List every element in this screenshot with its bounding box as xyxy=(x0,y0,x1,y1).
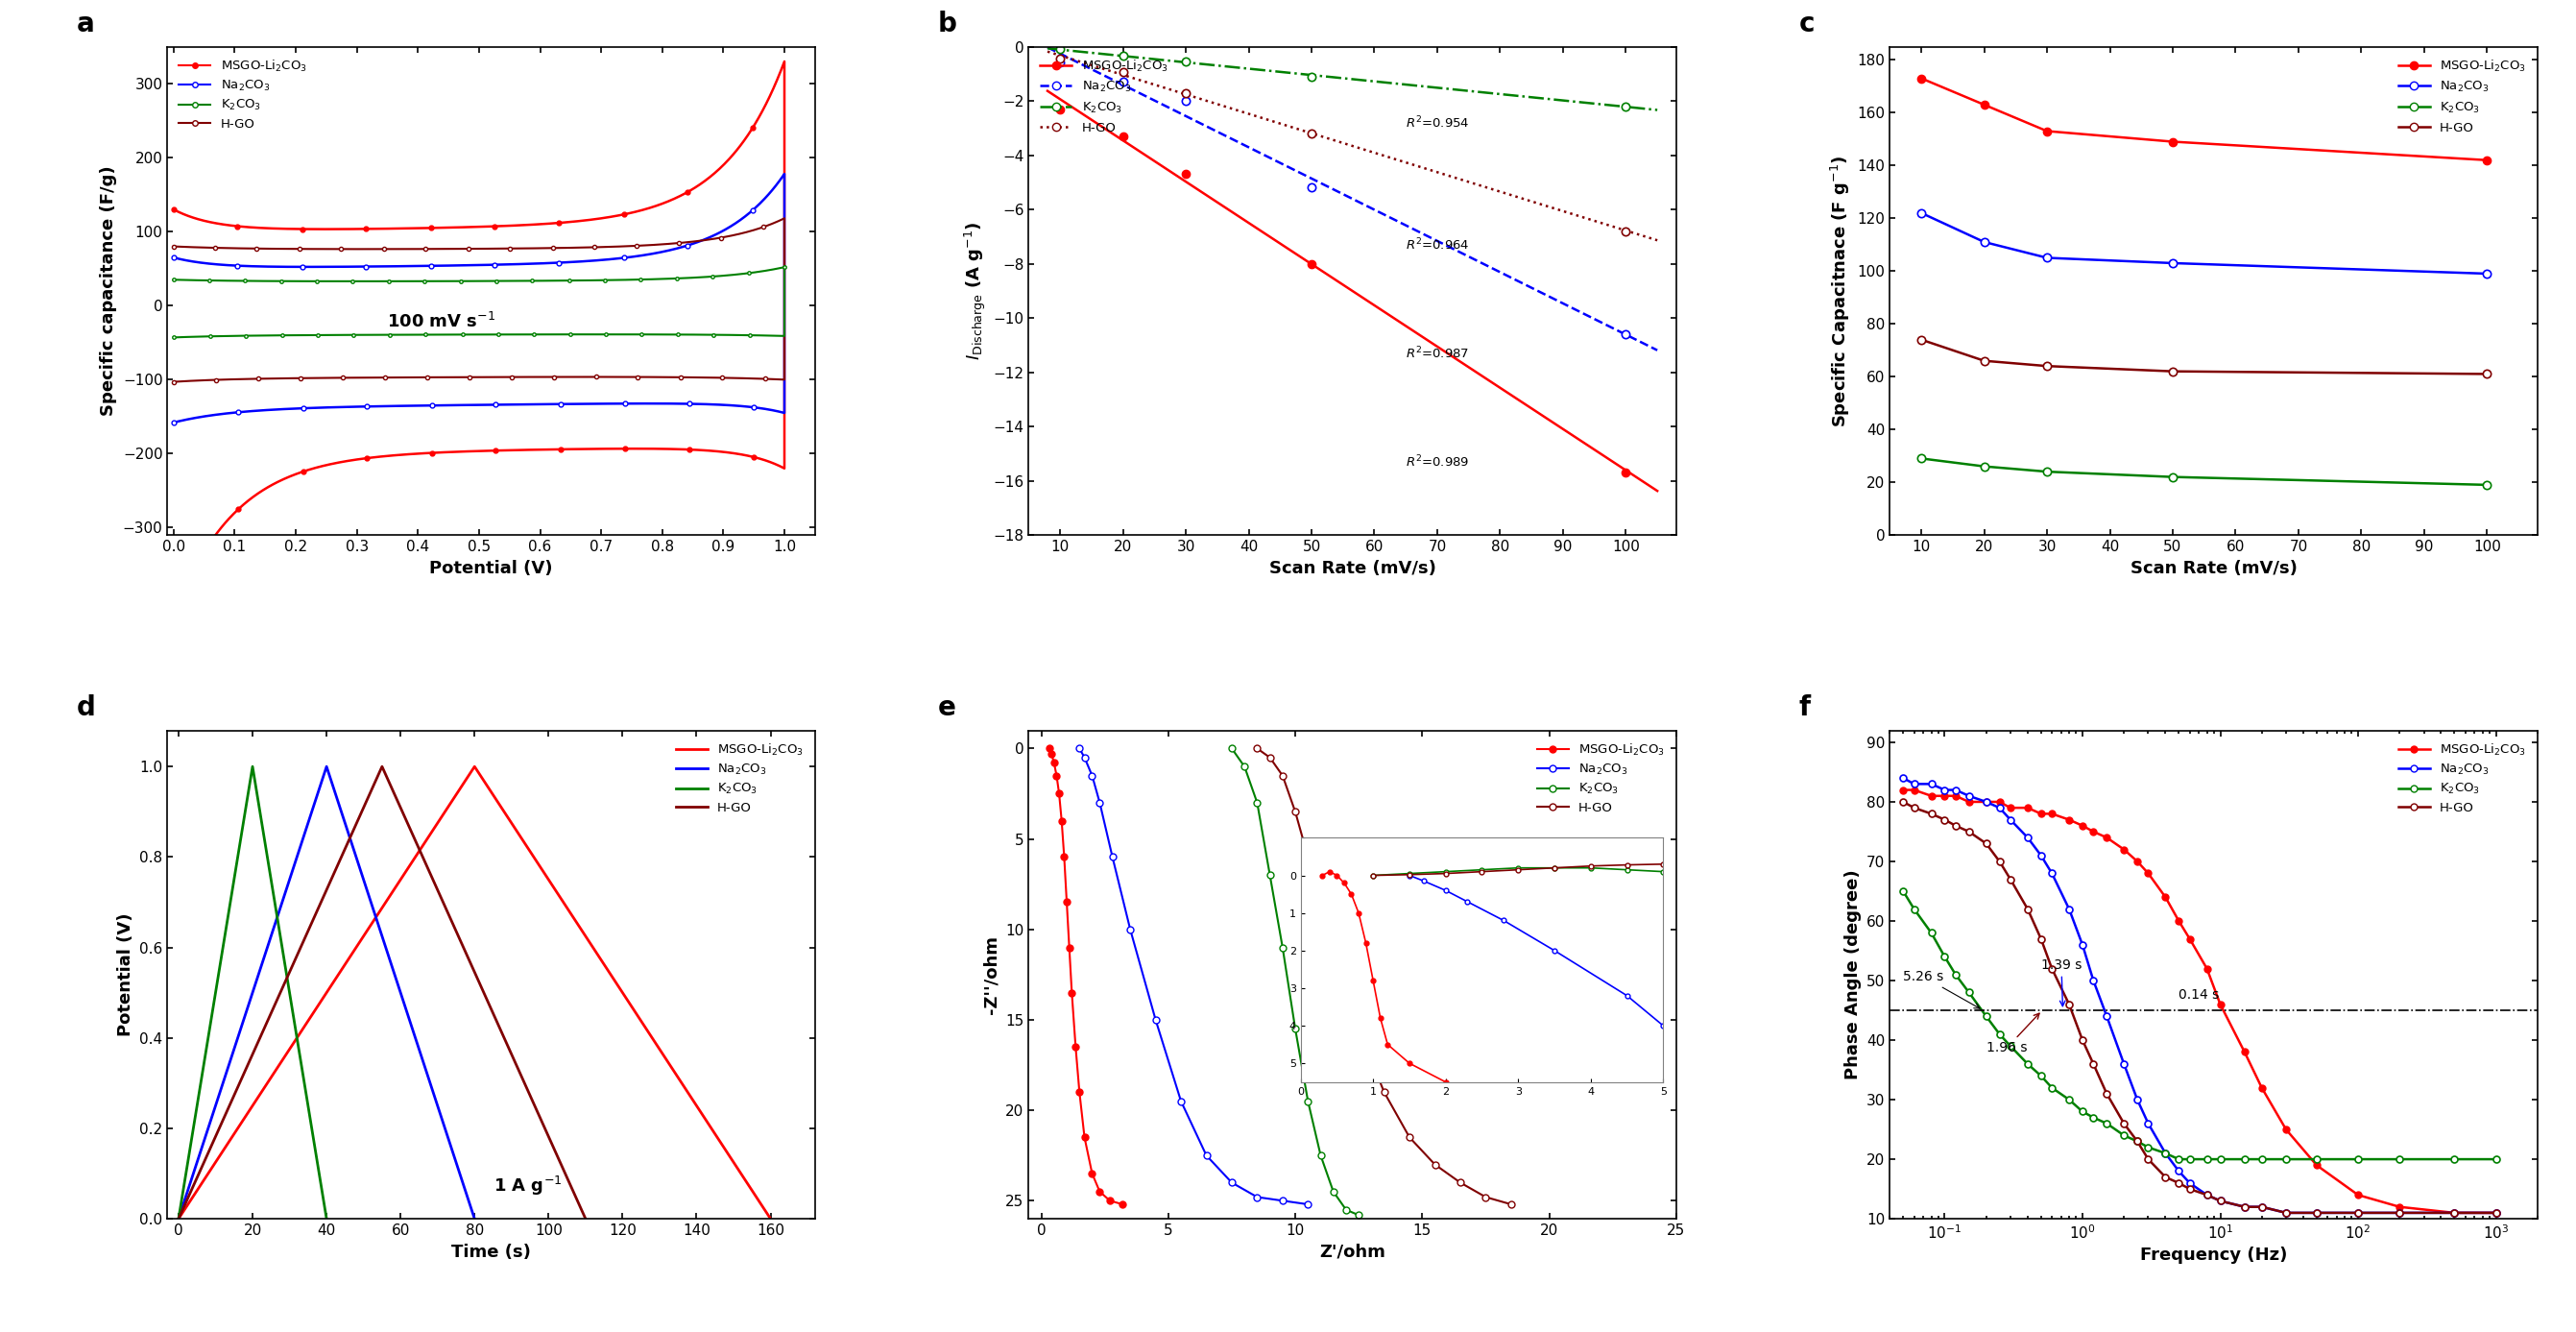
Legend: MSGO-Li$_2$CO$_3$, Na$_2$CO$_3$, K$_2$CO$_3$, H-GO: MSGO-Li$_2$CO$_3$, Na$_2$CO$_3$, K$_2$CO… xyxy=(1533,737,1669,819)
Y-axis label: Phase Angle (degree): Phase Angle (degree) xyxy=(1844,870,1862,1079)
Legend: MSGO-Li$_2$CO$_3$, Na$_2$CO$_3$, K$_2$CO$_3$, H-GO: MSGO-Li$_2$CO$_3$, Na$_2$CO$_3$, K$_2$CO… xyxy=(2393,53,2532,139)
Y-axis label: -Z''/ohm: -Z''/ohm xyxy=(984,935,999,1014)
X-axis label: Potential (V): Potential (V) xyxy=(430,559,554,577)
Text: c: c xyxy=(1798,11,1816,37)
Text: $R^2$=0.954: $R^2$=0.954 xyxy=(1406,115,1471,131)
Y-axis label: $I_\mathrm{Discharge}$ (A g$^{-1}$): $I_\mathrm{Discharge}$ (A g$^{-1}$) xyxy=(963,221,987,361)
Text: 0.14 s: 0.14 s xyxy=(2179,988,2221,1002)
X-axis label: Scan Rate (mV/s): Scan Rate (mV/s) xyxy=(1270,559,1435,577)
Text: $R^2$=0.989: $R^2$=0.989 xyxy=(1406,454,1468,470)
Text: $R^2$=0.964: $R^2$=0.964 xyxy=(1406,237,1471,253)
Text: b: b xyxy=(938,11,958,37)
Text: 1 A g$^{-1}$: 1 A g$^{-1}$ xyxy=(492,1175,562,1197)
X-axis label: Scan Rate (mV/s): Scan Rate (mV/s) xyxy=(2130,559,2298,577)
Legend: MSGO-Li$_2$CO$_3$, Na$_2$CO$_3$, K$_2$CO$_3$, H-GO: MSGO-Li$_2$CO$_3$, Na$_2$CO$_3$, K$_2$CO… xyxy=(2393,737,2532,819)
Text: 1.96 s: 1.96 s xyxy=(1986,1014,2040,1055)
Text: 100 mV s$^{-1}$: 100 mV s$^{-1}$ xyxy=(386,313,497,332)
Text: a: a xyxy=(77,11,95,37)
Text: $R^2$=0.987: $R^2$=0.987 xyxy=(1406,345,1468,361)
X-axis label: Z'/ohm: Z'/ohm xyxy=(1319,1243,1386,1260)
Text: 5.26 s: 5.26 s xyxy=(1904,970,1981,1008)
Text: f: f xyxy=(1798,694,1811,722)
Y-axis label: Specific capacitance (F/g): Specific capacitance (F/g) xyxy=(100,165,118,416)
Legend: MSGO-Li$_2$CO$_3$, Na$_2$CO$_3$, K$_2$CO$_3$, H-GO: MSGO-Li$_2$CO$_3$, Na$_2$CO$_3$, K$_2$CO… xyxy=(1036,53,1172,139)
X-axis label: Frequency (Hz): Frequency (Hz) xyxy=(2141,1247,2287,1264)
Legend: MSGO-Li$_2$CO$_3$, Na$_2$CO$_3$, K$_2$CO$_3$, H-GO: MSGO-Li$_2$CO$_3$, Na$_2$CO$_3$, K$_2$CO… xyxy=(670,737,809,819)
Legend: MSGO-Li$_2$CO$_3$, Na$_2$CO$_3$, K$_2$CO$_3$, H-GO: MSGO-Li$_2$CO$_3$, Na$_2$CO$_3$, K$_2$CO… xyxy=(173,53,312,136)
X-axis label: Time (s): Time (s) xyxy=(451,1243,531,1260)
Text: e: e xyxy=(938,694,956,722)
Text: d: d xyxy=(77,694,95,722)
Y-axis label: Specific Capacitnace (F g$^{-1}$): Specific Capacitnace (F g$^{-1}$) xyxy=(1829,155,1852,428)
Text: 1.39 s: 1.39 s xyxy=(2040,958,2081,1006)
Y-axis label: Potential (V): Potential (V) xyxy=(116,912,134,1036)
